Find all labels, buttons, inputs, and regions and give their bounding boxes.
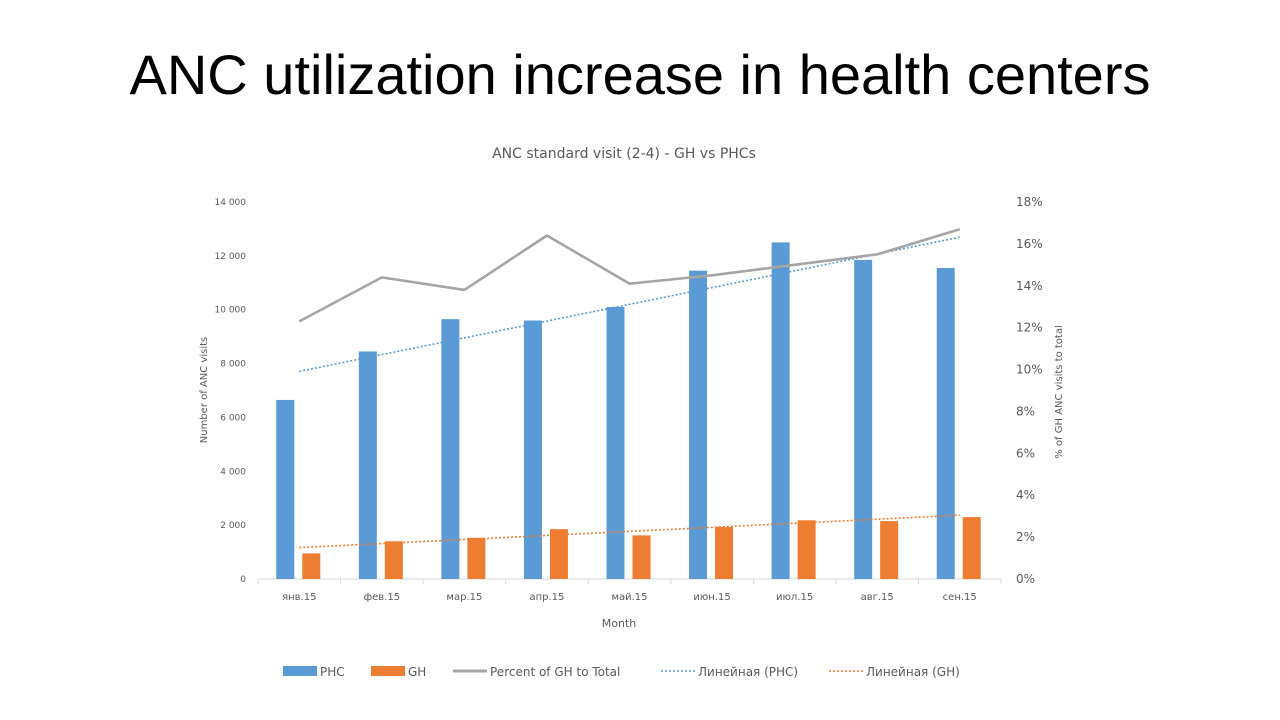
y2-tick-label: 2% — [1016, 530, 1035, 544]
bar-gh — [797, 520, 816, 579]
x-tick-label: апр.15 — [529, 592, 564, 603]
y-tick-label: 10 000 — [215, 306, 247, 316]
bar-phc — [936, 267, 955, 579]
legend-label: Percent of GH to Total — [490, 665, 620, 679]
x-tick-label: фев.15 — [364, 592, 401, 603]
bar-phc — [358, 351, 377, 579]
bar-gh — [384, 541, 403, 579]
bar-phc — [854, 259, 873, 579]
y-tick-label: 2 000 — [220, 521, 246, 531]
y2-tick-label: 16% — [1016, 237, 1043, 251]
y2-tick-label: 4% — [1016, 488, 1035, 502]
legend-swatch — [371, 666, 405, 676]
y-tick-label: 8 000 — [220, 360, 246, 370]
y2-axis-title: % of GH ANC visits to total — [1054, 325, 1065, 459]
x-tick-label: сен.15 — [943, 592, 977, 603]
x-tick-label: июн.15 — [693, 592, 730, 603]
legend-item: Линейная (PHC) — [661, 665, 798, 679]
legend-item: PHC — [283, 665, 345, 679]
legend-label: Линейная (GH) — [866, 665, 960, 679]
bar-gh — [632, 535, 651, 579]
y2-tick-label: 0% — [1016, 572, 1035, 586]
y-tick-label: 12 000 — [215, 252, 247, 262]
x-tick-label: июл.15 — [776, 592, 813, 603]
y-tick-label: 6 000 — [220, 413, 246, 423]
legend-swatch — [283, 666, 317, 676]
bar-phc — [523, 320, 542, 579]
y2-tick-label: 12% — [1016, 321, 1043, 335]
bar-phc — [441, 319, 460, 579]
trendline-phc — [299, 236, 960, 373]
legend-item: Линейная (GH) — [829, 665, 960, 679]
bar-phc — [689, 270, 708, 579]
chart-title: ANC standard visit (2-4) - GH vs PHCs — [492, 146, 756, 162]
bar-gh — [467, 537, 486, 579]
bar-gh — [302, 553, 321, 579]
x-axis-title: Month — [602, 617, 637, 630]
bar-gh — [549, 529, 568, 579]
y2-tick-label: 8% — [1016, 404, 1035, 418]
y-tick-label: 4 000 — [220, 467, 246, 477]
bar-gh — [962, 517, 981, 579]
legend-label: GH — [408, 665, 426, 679]
x-tick-label: май.15 — [611, 592, 647, 603]
bar-phc — [606, 307, 625, 579]
bar-phc — [771, 242, 790, 579]
line-percent-gh — [298, 227, 961, 323]
slide-title: ANC utilization increase in health cente… — [129, 43, 1151, 106]
y2-tick-label: 6% — [1016, 446, 1035, 460]
y2-tick-label: 14% — [1016, 279, 1043, 293]
y-tick-label: 0 — [240, 575, 246, 585]
x-tick-label: янв.15 — [282, 592, 316, 603]
x-tick-label: авг.15 — [861, 592, 894, 603]
y-axis-title: Number of ANC visits — [199, 337, 210, 443]
legend-label: PHC — [320, 665, 345, 679]
y2-tick-label: 18% — [1016, 195, 1043, 209]
legend-item: GH — [371, 665, 426, 679]
legend-label: Линейная (PHC) — [698, 665, 798, 679]
y2-tick-label: 10% — [1016, 363, 1043, 377]
bar-phc — [276, 399, 295, 579]
x-tick-label: мар.15 — [446, 592, 482, 603]
bar-gh — [880, 521, 899, 579]
y-tick-label: 14 000 — [215, 198, 247, 208]
bar-gh — [715, 527, 734, 579]
legend-item: Percent of GH to Total — [453, 665, 620, 679]
